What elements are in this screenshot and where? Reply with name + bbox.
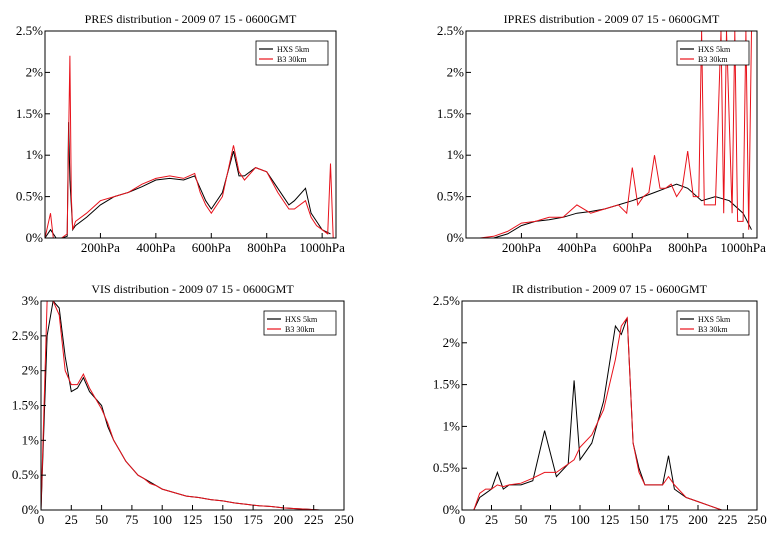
chart-panel-3: VIS distribution - 2009 07 15 - 0600GMT 0… (12, 282, 354, 527)
chart-panel-4: IR distribution - 2009 07 15 - 0600GMT 0 2… (433, 282, 767, 527)
y-tick-label: 0.5% (437, 189, 464, 204)
series-line-hxs (466, 183, 752, 238)
x-tick-label: 1000hPa (299, 240, 345, 255)
legend-label: B3 30km (277, 55, 307, 64)
y-tick-label: 0% (447, 230, 465, 245)
y-tick-label: 1% (26, 147, 44, 162)
y-tick-label: 0% (26, 230, 44, 245)
x-tick-label: 50 (515, 512, 528, 527)
series-line-hxs (45, 122, 331, 238)
y-tick-label: 2% (447, 64, 465, 79)
series-line-b3 (466, 31, 752, 238)
x-tick-label: 75 (544, 512, 557, 527)
x-tick-label: 200hPa (502, 240, 541, 255)
series-line-b3 (45, 55, 334, 238)
y-tick-label: 1.5% (16, 106, 43, 121)
series-line-b3 (473, 316, 722, 510)
y-tick-label: 0% (443, 502, 461, 517)
x-tick-label: 600hPa (613, 240, 652, 255)
x-tick-label: 50 (95, 512, 108, 527)
x-tick-label: 225 (718, 512, 738, 527)
x-tick-label: 200 (688, 512, 708, 527)
y-tick-label: 2% (443, 335, 461, 350)
x-tick-label: 800hPa (668, 240, 707, 255)
y-tick-label: 1% (443, 418, 461, 433)
y-tick-label: 2% (22, 363, 40, 378)
legend-label: HXS 5km (698, 45, 731, 54)
x-tick-label: 125 (600, 512, 620, 527)
x-tick-label: 600hPa (192, 240, 231, 255)
y-tick-label: 1% (22, 432, 40, 447)
x-tick-label: 1000hPa (720, 240, 766, 255)
legend-box (676, 40, 750, 66)
plot-frame (465, 30, 758, 239)
y-tick-label: 1% (447, 147, 465, 162)
legend-label: HXS 5km (277, 45, 310, 54)
legend-box (255, 40, 329, 66)
y-tick-label: 1.5% (433, 377, 460, 392)
y-tick-label: 1.5% (437, 106, 464, 121)
legend-label: HXS 5km (698, 315, 731, 324)
legend-label: B3 30km (285, 325, 315, 334)
x-tick-label: 150 (213, 512, 233, 527)
legend-label: B3 30km (698, 325, 728, 334)
legend-box (263, 310, 337, 336)
y-tick-label: 1.5% (12, 398, 39, 413)
chart-title: IPRES distribution - 2009 07 15 - 0600GM… (504, 12, 720, 26)
x-tick-label: 125 (183, 512, 203, 527)
chart-title: PRES distribution - 2009 07 15 - 0600GMT (85, 12, 297, 26)
x-tick-label: 25 (65, 512, 78, 527)
legend-box (676, 310, 750, 336)
x-tick-label: 175 (243, 512, 263, 527)
x-tick-label: 175 (659, 512, 679, 527)
y-tick-label: 2.5% (12, 328, 39, 343)
x-tick-label: 800hPa (247, 240, 286, 255)
plot-frame (44, 30, 337, 239)
y-tick-label: 2.5% (437, 23, 464, 38)
x-tick-label: 250 (334, 512, 354, 527)
x-tick-label: 225 (304, 512, 324, 527)
x-tick-label: 150 (629, 512, 649, 527)
x-tick-label: 0 (459, 512, 466, 527)
y-tick-label: 2% (26, 64, 44, 79)
x-tick-label: 25 (485, 512, 498, 527)
chart-title: IR distribution - 2009 07 15 - 0600GMT (512, 282, 708, 296)
y-tick-label: 2.5% (16, 23, 43, 38)
y-tick-label: 2.5% (433, 293, 460, 308)
x-tick-label: 0 (38, 512, 45, 527)
legend-label: B3 30km (698, 55, 728, 64)
y-tick-label: 0.5% (433, 460, 460, 475)
x-tick-label: 100 (152, 512, 172, 527)
x-tick-label: 400hPa (136, 240, 175, 255)
y-tick-label: 3% (22, 293, 40, 308)
chart-panel-1: PRES distribution - 2009 07 15 - 0600GMT… (16, 12, 345, 255)
y-tick-label: 0.5% (16, 189, 43, 204)
chart-title: VIS distribution - 2009 07 15 - 0600GMT (91, 282, 294, 296)
x-tick-label: 400hPa (557, 240, 596, 255)
x-tick-label: 100 (570, 512, 590, 527)
x-tick-label: 200 (274, 512, 294, 527)
x-tick-label: 75 (125, 512, 138, 527)
legend-label: HXS 5km (285, 315, 318, 324)
x-tick-label: 250 (747, 512, 767, 527)
series-line-hxs (473, 317, 722, 510)
y-tick-label: 0% (22, 502, 40, 517)
y-tick-label: 0.5% (12, 467, 39, 482)
x-tick-label: 200hPa (81, 240, 120, 255)
chart-panel-2: IPRES distribution - 2009 07 15 - 0600GM… (437, 12, 766, 255)
